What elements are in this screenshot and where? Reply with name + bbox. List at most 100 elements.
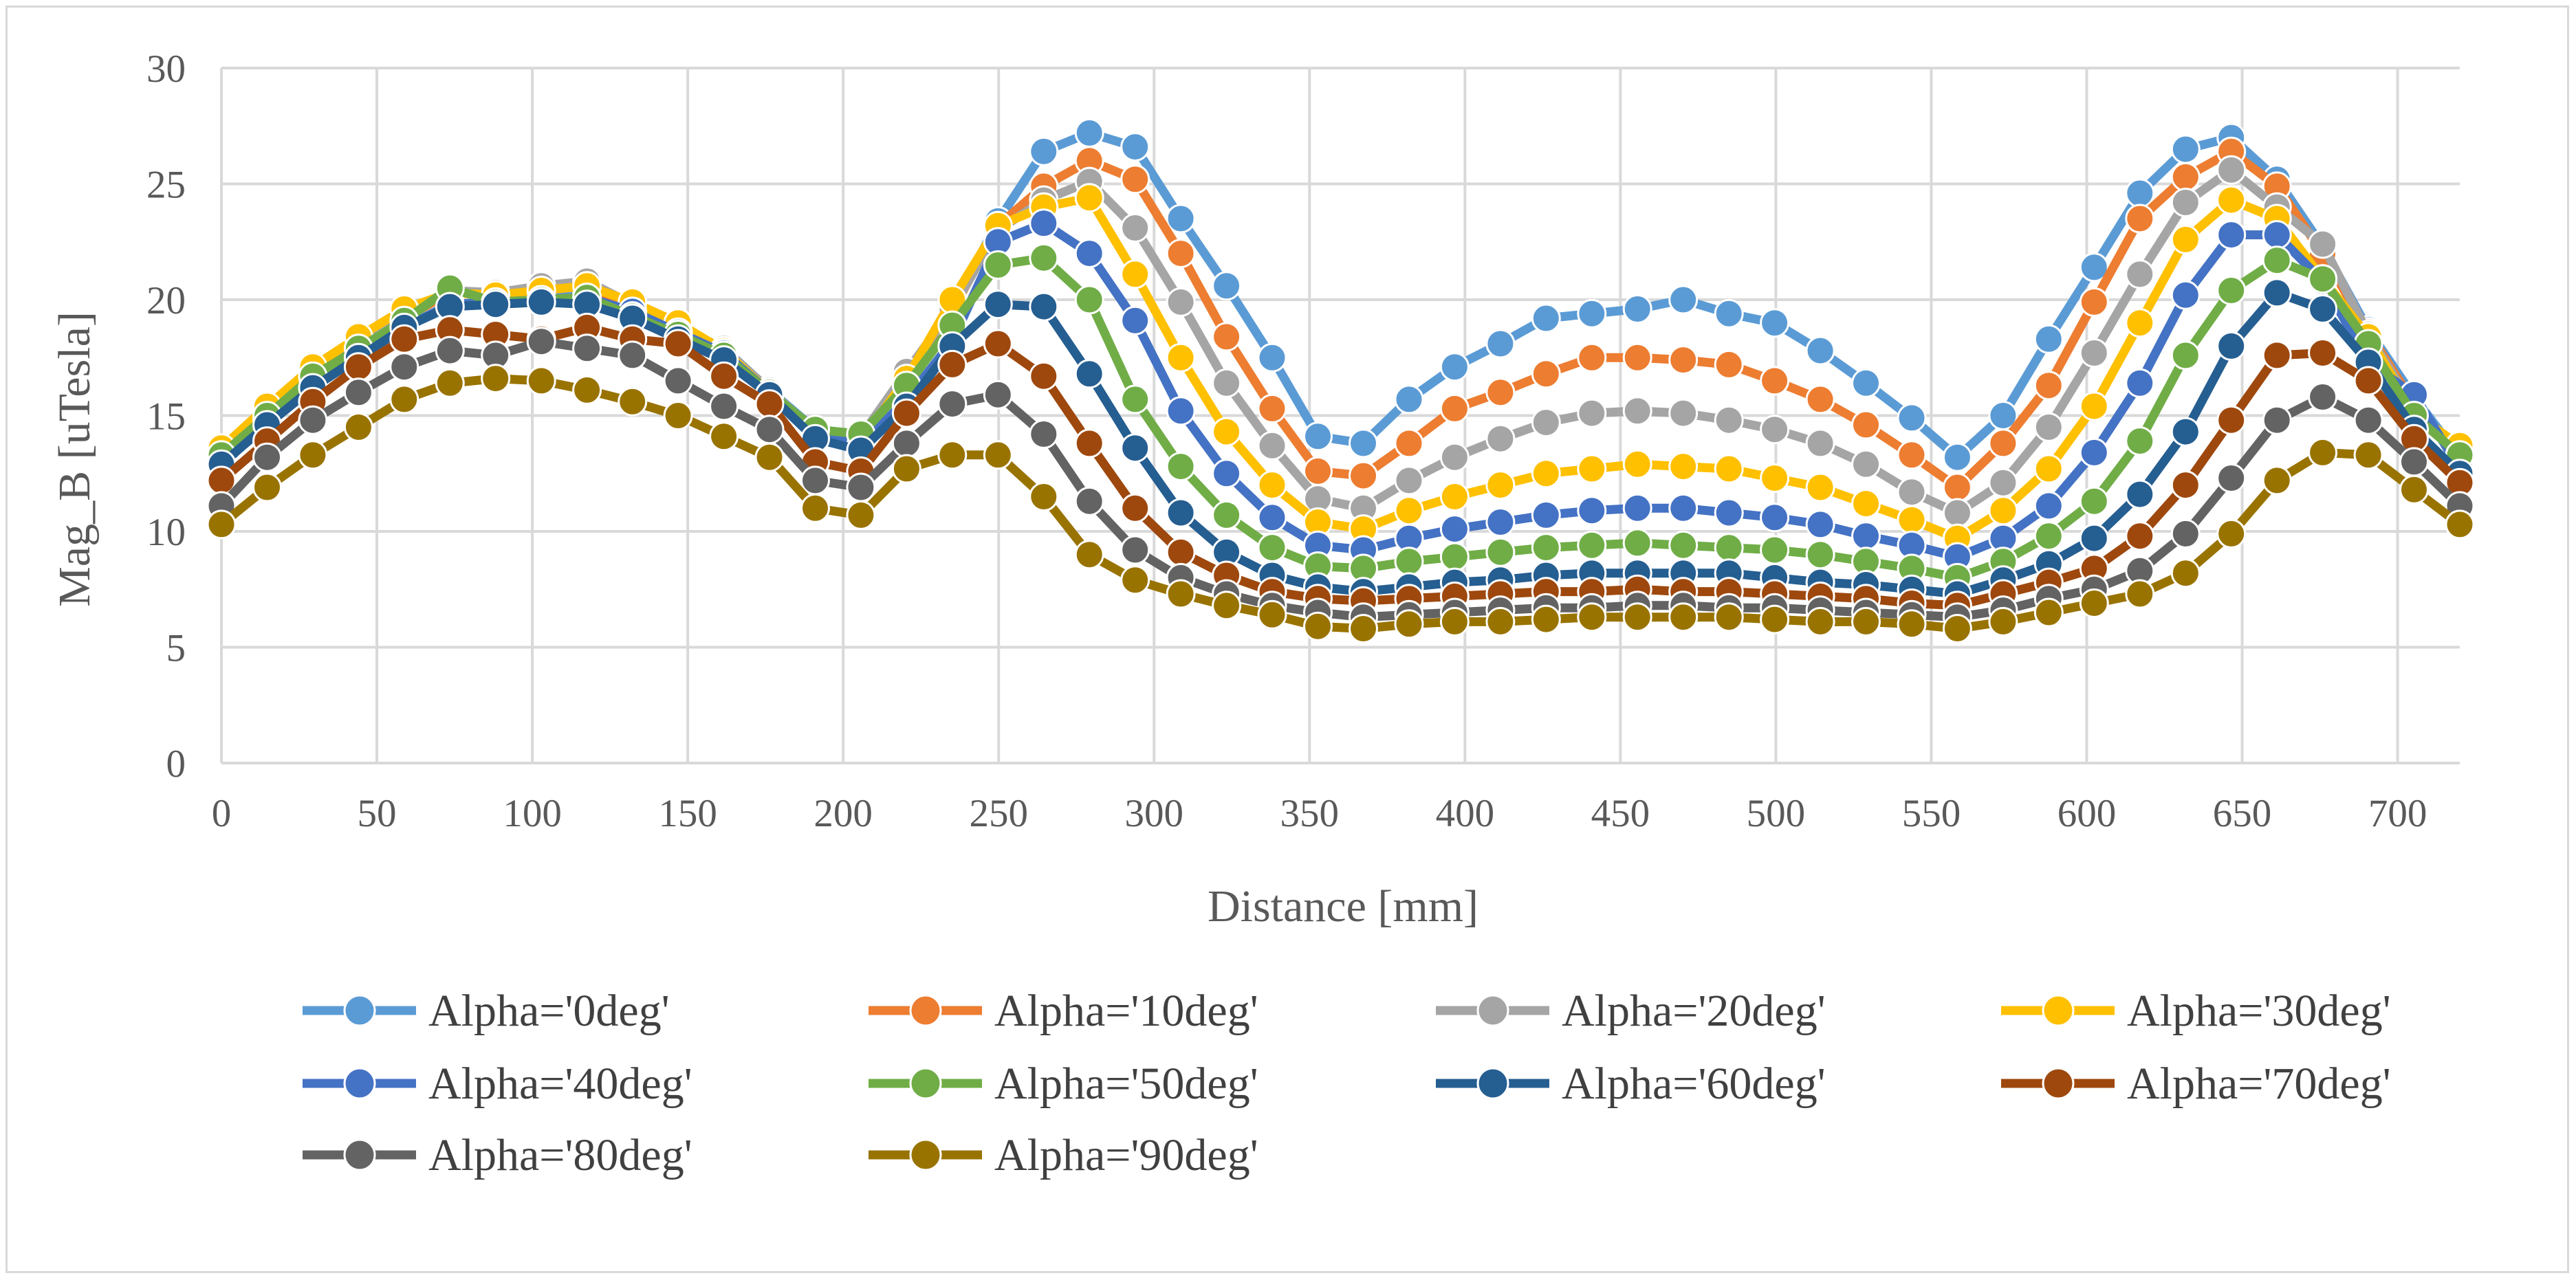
data-point	[1851, 410, 1881, 440]
data-point	[709, 421, 739, 452]
data-point	[709, 391, 739, 421]
data-point	[2125, 259, 2155, 289]
data-point	[2033, 521, 2064, 551]
data-point	[2079, 437, 2109, 467]
data-point	[1531, 533, 1561, 563]
x-tick-label: 400	[1436, 792, 1495, 835]
data-point	[709, 361, 739, 391]
data-point	[1577, 602, 1607, 632]
data-point	[1622, 528, 1652, 558]
data-point	[1622, 602, 1652, 632]
data-point	[983, 289, 1013, 320]
data-point	[2308, 437, 2338, 467]
data-point	[2170, 417, 2201, 447]
data-point	[983, 329, 1013, 359]
data-point	[526, 287, 556, 317]
data-point	[1668, 398, 1699, 428]
data-point	[2170, 558, 2201, 588]
data-point	[2216, 220, 2247, 250]
data-point	[1531, 500, 1561, 530]
data-point	[846, 472, 876, 503]
data-point	[1029, 208, 1059, 239]
data-point	[2216, 331, 2247, 361]
data-point	[1942, 498, 1972, 528]
data-point	[1120, 535, 1150, 565]
legend-item: Alpha='70deg'	[2001, 1059, 2391, 1109]
data-point	[2308, 294, 2338, 324]
legend-label: Alpha='70deg'	[2127, 1059, 2391, 1109]
data-point	[1394, 547, 1424, 577]
data-point	[1349, 461, 1378, 491]
x-tick-label: 600	[2057, 792, 2117, 835]
series-group	[206, 118, 2475, 643]
data-point	[1531, 408, 1561, 438]
data-point	[2216, 276, 2247, 305]
data-point	[983, 250, 1013, 280]
data-point	[343, 352, 373, 382]
data-point	[1166, 342, 1196, 373]
legend-swatch-marker	[343, 1067, 376, 1100]
data-point	[1805, 509, 1835, 540]
data-point	[435, 335, 465, 366]
data-point	[1120, 132, 1150, 162]
data-point	[1029, 291, 1059, 322]
data-point	[1485, 470, 1516, 500]
data-point	[2170, 134, 2201, 164]
data-point	[1760, 535, 1790, 565]
data-point	[1212, 500, 1242, 530]
x-tick-label: 300	[1125, 792, 1184, 835]
data-point	[1120, 493, 1150, 523]
x-tick-label: 200	[814, 792, 873, 835]
data-point	[891, 454, 921, 484]
data-point	[2170, 470, 2201, 500]
data-point	[1714, 454, 1744, 484]
data-point	[2125, 178, 2155, 208]
data-point	[1485, 606, 1516, 637]
data-point	[526, 327, 556, 357]
data-point	[1120, 213, 1150, 243]
legend-label: Alpha='40deg'	[428, 1059, 692, 1109]
data-point	[252, 472, 282, 503]
legend-label: Alpha='30deg'	[2127, 986, 2391, 1036]
data-point	[1257, 342, 1287, 373]
data-point	[1714, 602, 1744, 632]
data-point	[1257, 533, 1287, 563]
data-point	[800, 465, 830, 496]
data-point	[1531, 303, 1561, 333]
y-tick-label: 15	[146, 395, 186, 439]
data-point	[1303, 456, 1333, 486]
data-point	[1577, 530, 1607, 560]
data-point	[206, 509, 237, 540]
data-point	[1120, 433, 1150, 463]
x-tick-label: 350	[1280, 792, 1340, 835]
data-point	[2170, 162, 2201, 192]
data-point	[2170, 518, 2201, 549]
data-point	[1668, 345, 1699, 375]
legend-label: Alpha='0deg'	[428, 986, 670, 1036]
data-point	[891, 398, 921, 428]
data-point	[937, 440, 968, 470]
data-point	[1531, 604, 1561, 635]
data-point	[1714, 498, 1744, 528]
legend-swatch-marker	[343, 994, 376, 1027]
data-point	[1166, 537, 1196, 567]
data-point	[1439, 514, 1470, 544]
legend-swatch-marker	[909, 994, 942, 1027]
data-point	[2079, 588, 2109, 618]
data-point	[481, 364, 511, 394]
data-point	[2216, 155, 2247, 185]
legend-label: Alpha='20deg'	[1562, 986, 1826, 1036]
data-point	[1074, 285, 1104, 315]
data-point	[1485, 377, 1516, 408]
data-point	[1394, 465, 1424, 496]
data-point	[1531, 459, 1561, 489]
data-point	[2216, 518, 2247, 549]
legend-item: Alpha='30deg'	[2001, 986, 2391, 1036]
data-point	[2033, 454, 2064, 484]
data-point	[1394, 609, 1424, 639]
data-point	[1439, 482, 1470, 511]
data-point	[2308, 229, 2338, 259]
data-point	[1760, 415, 1790, 445]
data-point	[1166, 452, 1196, 482]
data-point	[1531, 359, 1561, 389]
